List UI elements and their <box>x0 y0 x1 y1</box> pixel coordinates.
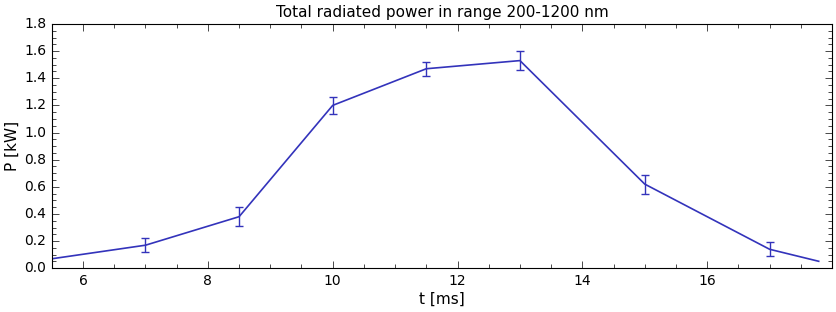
Y-axis label: P [kW]: P [kW] <box>5 121 20 171</box>
X-axis label: t [ms]: t [ms] <box>419 292 464 307</box>
Title: Total radiated power in range 200-1200 nm: Total radiated power in range 200-1200 n… <box>275 5 608 20</box>
